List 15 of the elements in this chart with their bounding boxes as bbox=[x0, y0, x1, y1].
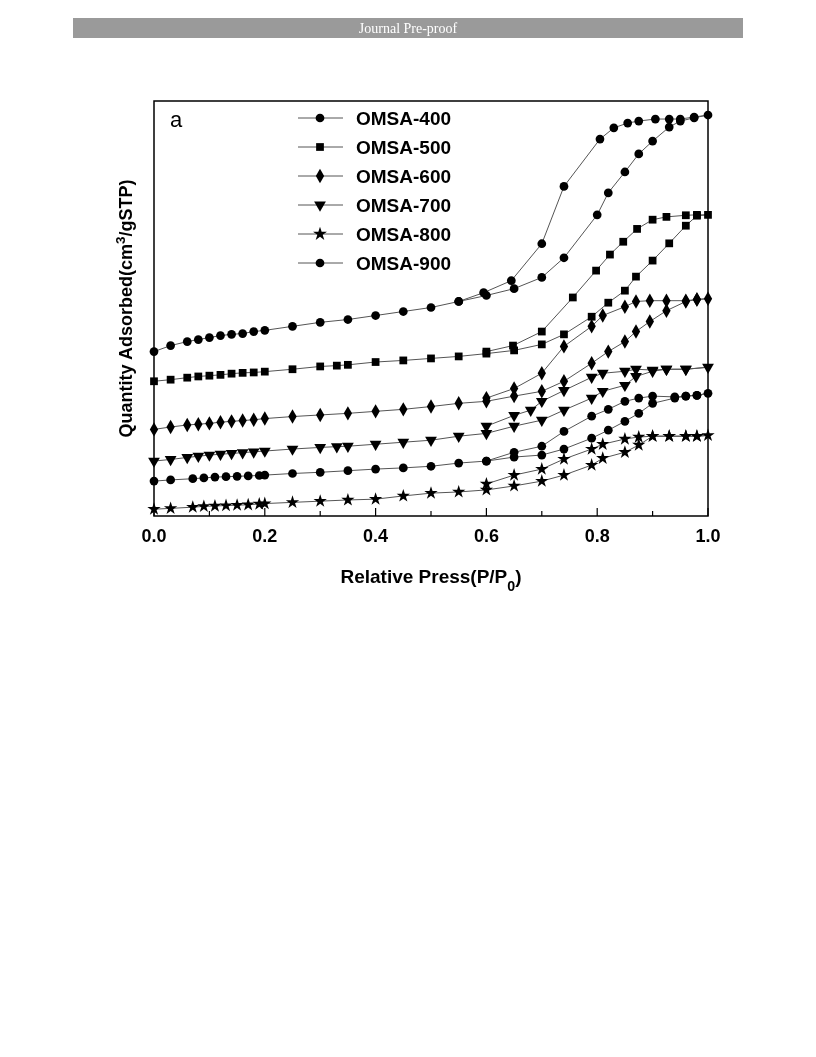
x-axis-title: Relative Press(P/P$_{0}$) bbox=[340, 566, 522, 594]
x-tick-label: 1.0 bbox=[695, 526, 721, 546]
x-tick-label: 0.2 bbox=[252, 526, 278, 546]
x-tick-label: 0.0 bbox=[141, 526, 167, 546]
legend-label: OMSA-400 bbox=[356, 108, 452, 129]
x-tick-label: 0.4 bbox=[363, 526, 389, 546]
legend-label: OMSA-600 bbox=[356, 166, 452, 187]
legend-label: OMSA-800 bbox=[356, 224, 452, 245]
legend-label: OMSA-700 bbox=[356, 195, 452, 216]
x-tick-label: 0.8 bbox=[584, 526, 610, 546]
annotation: a bbox=[170, 107, 183, 132]
text: Journal Pre-proof bbox=[358, 21, 458, 36]
x-tick-label: 0.6 bbox=[473, 526, 499, 546]
legend-label: OMSA-500 bbox=[356, 137, 452, 158]
legend-label: OMSA-900 bbox=[356, 253, 452, 274]
